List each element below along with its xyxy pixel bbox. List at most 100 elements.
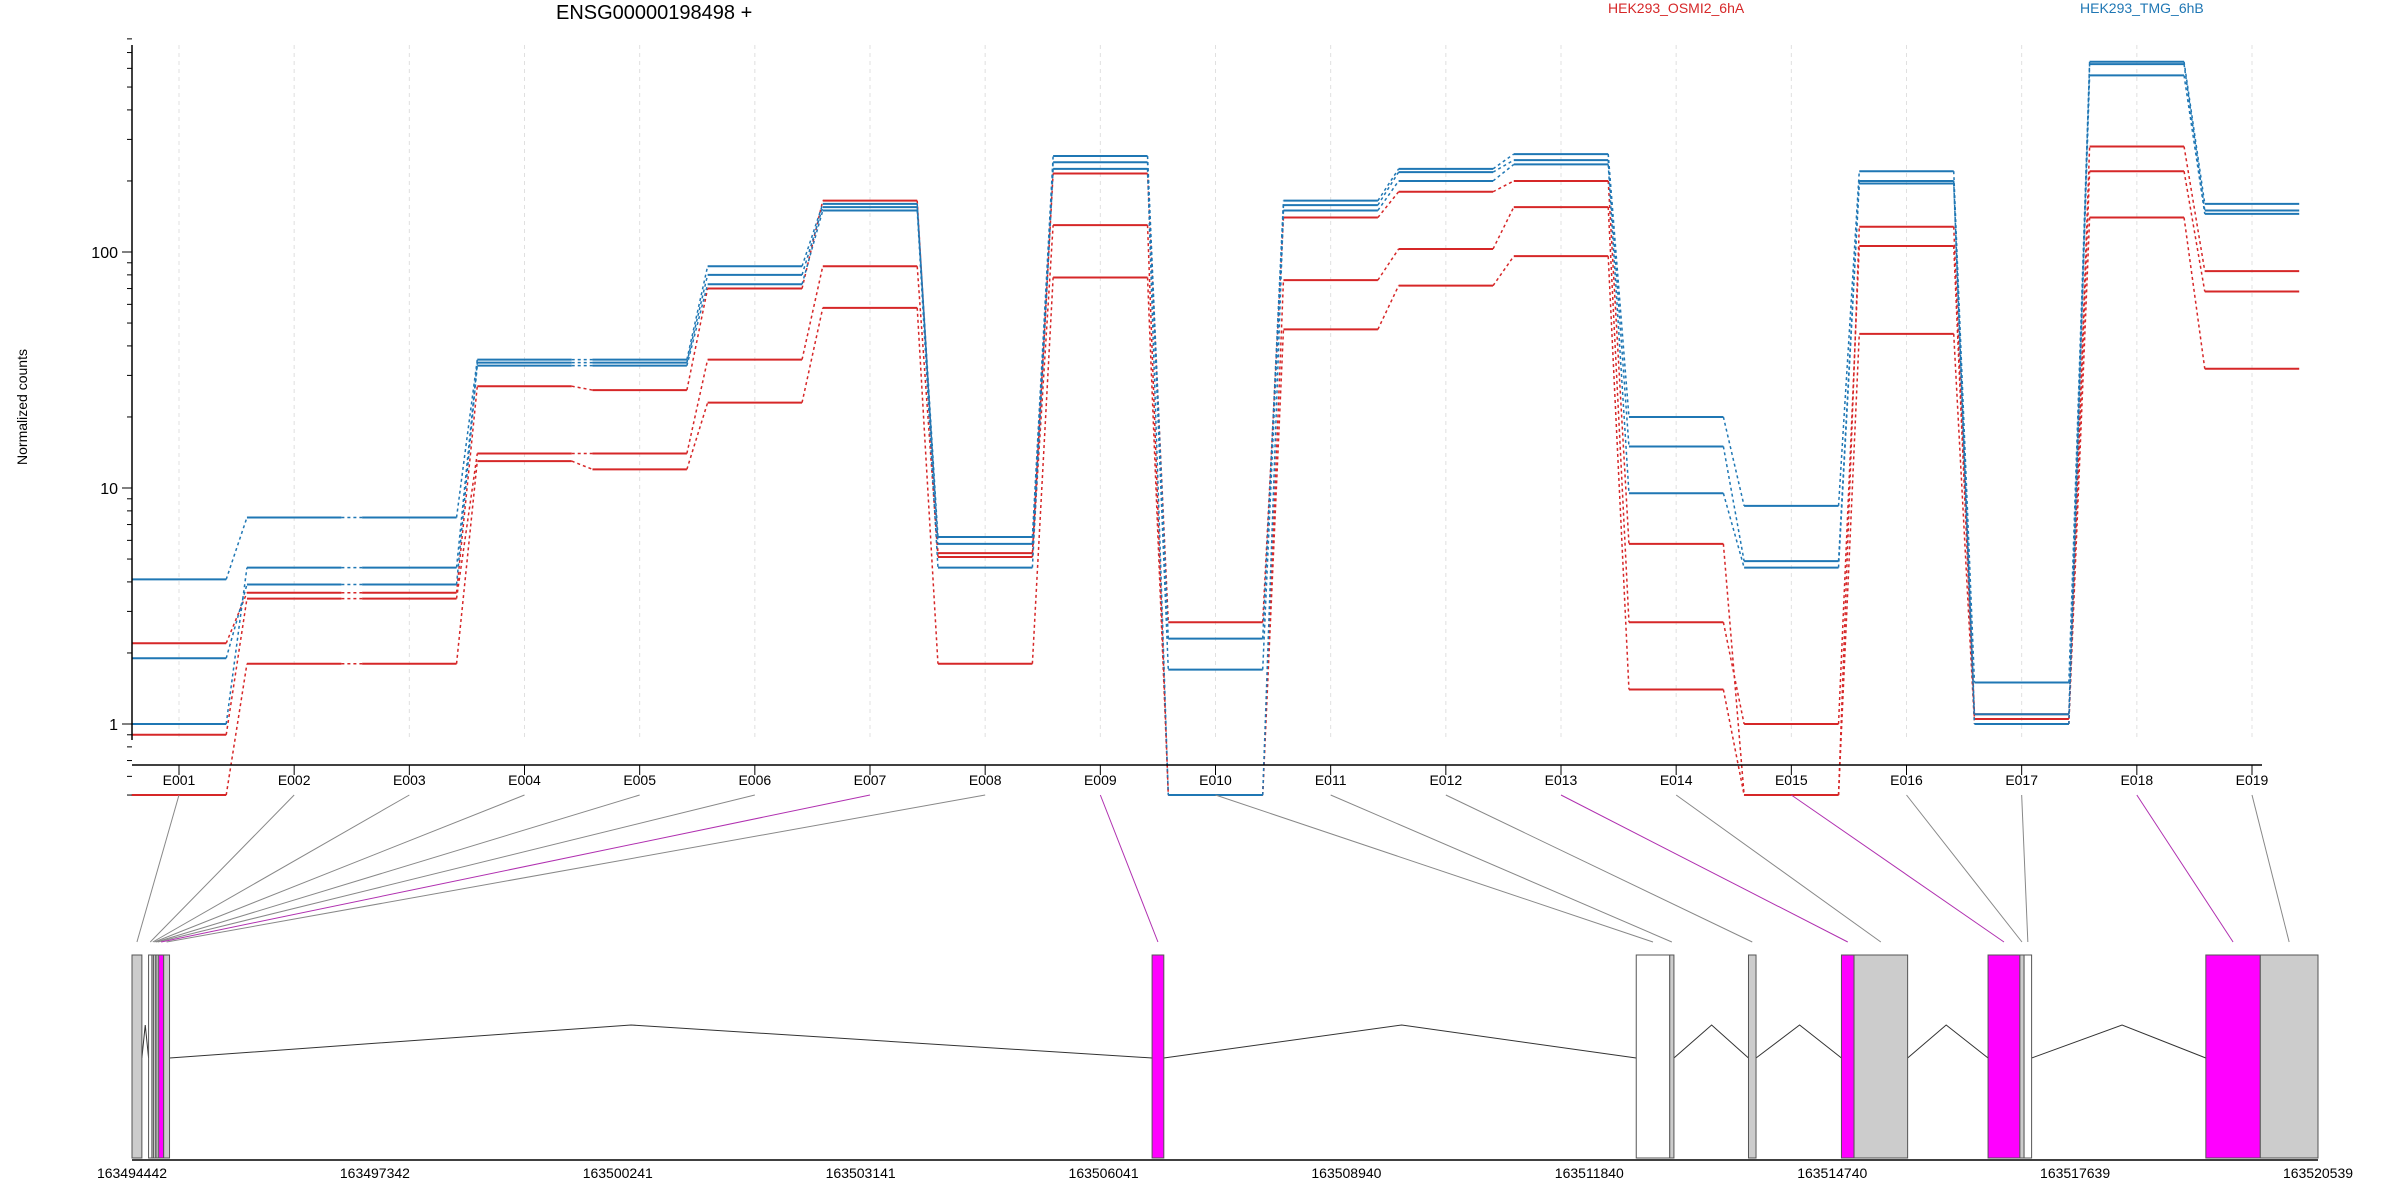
series-connector — [1837, 171, 1861, 506]
x-tick-label-e004: E004 — [508, 772, 541, 788]
connector-e004 — [154, 794, 525, 943]
gridlines — [178, 45, 2253, 740]
x-tick-label-e003: E003 — [393, 772, 426, 788]
connector-e008 — [166, 794, 986, 943]
connector-e002 — [149, 794, 295, 943]
series-connector — [1492, 180, 1515, 193]
series-connector — [916, 207, 939, 544]
series-connector — [1607, 154, 1630, 418]
x-tick-label-e008: E008 — [969, 772, 1002, 788]
series-connector — [1377, 248, 1400, 281]
connector-e003 — [152, 794, 410, 943]
series-connector — [1261, 210, 1285, 796]
series-connector — [1146, 277, 1170, 796]
series-connector — [686, 359, 709, 454]
exon-connector-lines — [136, 794, 2290, 943]
genomic-tick-label: 163500241 — [583, 1165, 653, 1181]
series-connector — [2068, 171, 2091, 720]
series-connector — [225, 598, 248, 735]
x-tick-label-e017: E017 — [2005, 772, 2038, 788]
intron — [1163, 1024, 1637, 1059]
x-tick-label-e013: E013 — [1545, 772, 1578, 788]
series-connector — [455, 365, 479, 585]
x-tick-label-e012: E012 — [1429, 772, 1462, 788]
series-connector — [916, 266, 939, 558]
series-connector — [1146, 168, 1170, 796]
series-connector — [225, 592, 248, 644]
exon-e016 — [2019, 954, 2025, 1159]
x-tick-label-e006: E006 — [738, 772, 771, 788]
series-connector — [2183, 64, 2206, 211]
genomic-tick-label: 163511840 — [1555, 1165, 1624, 1181]
connector-e011 — [1330, 794, 1673, 943]
exon-e012 — [1747, 954, 1757, 1159]
series-connector — [1492, 153, 1515, 170]
connector-e007 — [161, 794, 871, 943]
x-tick-label-e009: E009 — [1084, 772, 1117, 788]
series-connector — [1146, 162, 1170, 670]
exon-e002 — [148, 954, 153, 1159]
connector-e016 — [1906, 794, 2023, 943]
y-tick-label: 1 — [109, 717, 118, 734]
chart-title: ENSG00000198498 + — [556, 2, 753, 24]
y-tick-label: 10 — [100, 481, 118, 498]
series-connector — [1837, 333, 1861, 796]
series-connector — [2068, 217, 2091, 725]
connector-e017 — [2021, 794, 2029, 943]
series-connector — [1031, 277, 1054, 664]
series-connector — [686, 274, 709, 363]
connector-e019 — [2251, 794, 2290, 943]
connector-e010 — [1215, 794, 1654, 943]
exon-e013 — [1840, 954, 1855, 1159]
series-connector — [1492, 163, 1515, 182]
series-connector — [1607, 207, 1630, 623]
series-connector — [1722, 416, 1745, 507]
x-tick-label-e005: E005 — [623, 772, 656, 788]
series-connector — [1607, 164, 1630, 494]
genomic-tick-label: 163506041 — [1069, 1165, 1139, 1181]
series-connector — [455, 386, 479, 593]
x-tick-label-e014: E014 — [1660, 772, 1693, 788]
series-connector — [686, 266, 709, 360]
intron — [1755, 1024, 1842, 1059]
series-connector — [1607, 256, 1630, 690]
series-lines — [131, 60, 2300, 797]
connector-e005 — [155, 794, 640, 943]
genomic-tick-label: 163494442 — [97, 1165, 167, 1181]
series-connector — [686, 402, 709, 470]
series-connector — [225, 663, 248, 796]
exon-e010 — [1635, 954, 1671, 1159]
series-connector — [1261, 205, 1285, 670]
x-tick-label-e007: E007 — [854, 772, 887, 788]
series-connector — [1952, 333, 1976, 725]
series-connector — [801, 203, 824, 267]
genomic-tick-label: 163514740 — [1797, 1165, 1867, 1181]
genomic-axis: 163494442 163497342 163500241 163503141 1635… — [97, 1159, 2353, 1181]
connector-e013 — [1560, 794, 1848, 943]
series-connector — [686, 284, 709, 366]
series-connector — [1722, 493, 1745, 568]
exon-e014 — [1853, 954, 1909, 1159]
x-tick-label-e016: E016 — [1890, 772, 1923, 788]
series-connector — [1952, 183, 1976, 725]
series-connector — [225, 517, 248, 580]
exon-e007 — [158, 954, 165, 1159]
x-tick-label-e015: E015 — [1775, 772, 1808, 788]
series-connector — [1607, 180, 1630, 544]
series-connector — [2068, 64, 2091, 715]
x-tick-label-e002: E002 — [278, 772, 311, 788]
connector-e001 — [136, 794, 180, 943]
exon-e011 — [1669, 954, 1675, 1159]
connector-e009 — [1099, 794, 1159, 943]
series-connector — [2183, 75, 2206, 215]
series-connector — [1031, 168, 1054, 568]
series-connector — [225, 567, 248, 725]
series-connector — [1377, 171, 1400, 206]
x-tick-label-e001: E001 — [163, 772, 196, 788]
axes: 1 10 100 E001 E002 E003 E004 E005 E006 E007 E008 E0… — [91, 38, 2269, 796]
series-connector — [1722, 446, 1745, 562]
intron — [2031, 1024, 2207, 1059]
series-osmi2-2 — [131, 216, 2300, 797]
series-connector — [1837, 226, 1861, 796]
